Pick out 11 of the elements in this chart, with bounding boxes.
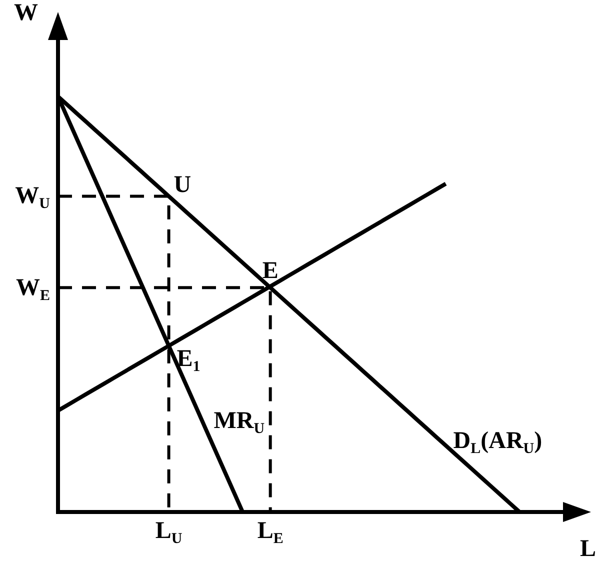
x-axis-title: L bbox=[580, 536, 596, 562]
x-tick-label: L$_{E}$ bbox=[257, 518, 284, 547]
text: W$_{U}$ bbox=[15, 183, 50, 212]
annotation: U bbox=[174, 172, 192, 198]
x-tick-label: L$_{U}$ bbox=[155, 518, 182, 547]
annotation: E$_{1}$ bbox=[176, 346, 200, 375]
annotation: E bbox=[262, 258, 278, 284]
series-label: D$_{L}$(AR$_{U}$) bbox=[453, 428, 542, 457]
text: W$_{E}$ bbox=[16, 274, 50, 304]
series-label: MR$_{U}$ bbox=[214, 408, 265, 437]
y-axis-title: W bbox=[14, 0, 38, 26]
